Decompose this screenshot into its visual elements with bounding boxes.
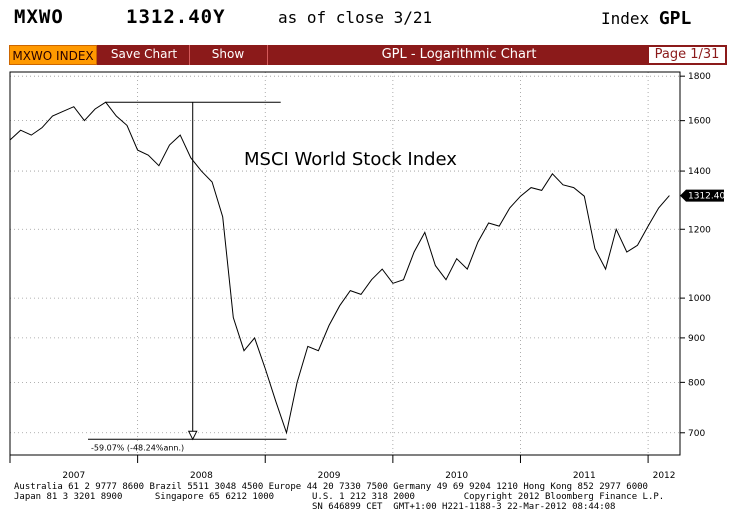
x-axis-ticks: 2007 2008 2009 2010 2011 2012 — [9, 455, 676, 481]
chart-toolbar: MXWO INDEX Save Chart Show GPL - Logarit… — [9, 45, 727, 65]
show-button[interactable]: Show — [211, 47, 245, 61]
chart-axes — [9, 71, 681, 456]
security-ticker: MXWO — [14, 6, 64, 28]
footer-contacts-line-1: Australia 61 2 9777 8600 Brazil 5511 304… — [14, 482, 648, 492]
x-tick-label: 2008 — [190, 471, 213, 481]
as-of-date: as of close 3/21 — [278, 8, 433, 27]
index-indicator: Index GPL — [601, 8, 691, 29]
last-value-label: 1312.40 — [688, 192, 725, 202]
page-indicator[interactable]: Page 1/31 — [647, 45, 727, 65]
last-value-tag — [680, 189, 724, 202]
y-axis-ticks: 700 800 900 1000 1200 1400 1600 1800 — [680, 72, 711, 439]
function-code: GPL — [658, 8, 692, 29]
last-value-marker: 1312.40 — [680, 189, 725, 202]
drawdown-annotation: -59.07% (-48.24%ann.) — [88, 101, 287, 452]
drawdown-label: -59.07% (-48.24%ann.) — [91, 443, 184, 452]
price-series-line — [9, 101, 670, 435]
chart-type-title: GPL - Logarithmic Chart — [381, 47, 537, 62]
y-tick-label: 800 — [688, 378, 705, 388]
y-tick-label: 900 — [688, 334, 705, 344]
y-tick-label: 1000 — [688, 294, 711, 304]
y-tick-label: 1400 — [688, 167, 711, 177]
y-tick-label: 1200 — [688, 225, 711, 235]
security-header: MXWO 1312.40Y as of close 3/21 Index GPL — [0, 0, 736, 40]
chart-title: MSCI World Stock Index — [244, 149, 457, 170]
y-tick-label: 700 — [688, 429, 705, 439]
ticker-field[interactable]: MXWO INDEX — [9, 45, 97, 65]
toolbar-divider — [189, 45, 190, 65]
x-tick-label: 2011 — [573, 471, 596, 481]
y-tick-label: 1800 — [688, 72, 711, 82]
footer-contacts-line-2: Japan 81 3 3201 8900 Singapore 65 6212 1… — [14, 492, 665, 502]
toolbar-divider — [267, 45, 268, 65]
chart-grid — [9, 72, 680, 455]
x-tick-label: 2009 — [318, 471, 341, 481]
x-tick-label: 2007 — [62, 471, 85, 481]
x-tick-label: 2012 — [653, 471, 676, 481]
drawdown-arrowhead — [187, 430, 198, 441]
plot-frame — [9, 71, 681, 456]
footer-session-line: SN 646899 CET GMT+1:00 H221-1188-3 22-Ma… — [14, 502, 616, 512]
y-tick-label: 1600 — [688, 117, 711, 127]
last-price: 1312.40Y — [126, 6, 226, 28]
x-tick-label: 2010 — [445, 471, 468, 481]
index-prefix: Index — [601, 9, 650, 28]
save-chart-button[interactable]: Save Chart — [110, 47, 178, 61]
